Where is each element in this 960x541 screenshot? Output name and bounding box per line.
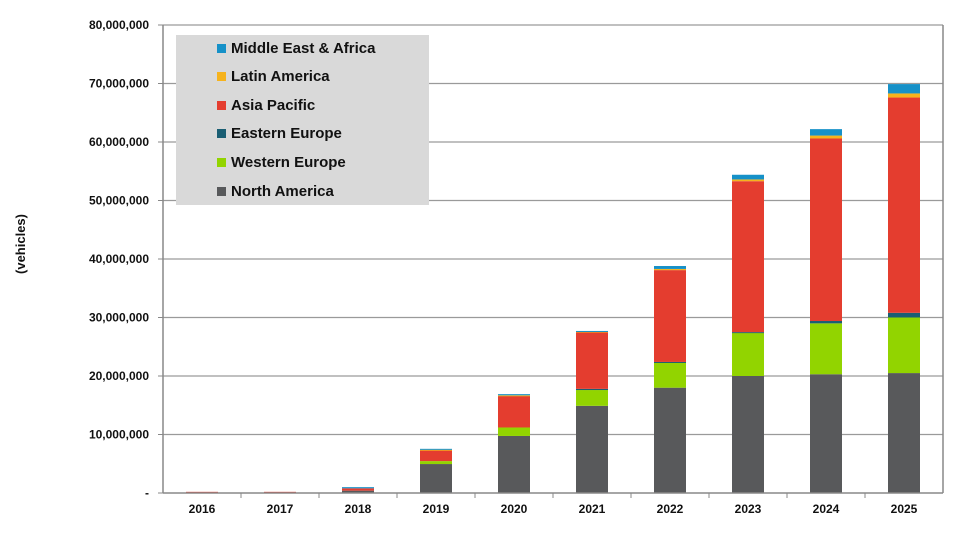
- bar-segment-latin-america-2020: [498, 395, 530, 397]
- bar-segment-asia-pacific-2025: [888, 97, 920, 313]
- x-tick-label: 2022: [657, 502, 684, 516]
- bar-segment-asia-pacific-2023: [732, 181, 764, 333]
- x-tick-label: 2024: [813, 502, 840, 516]
- bar-segment-asia-pacific-2022: [654, 270, 686, 362]
- legend-item: Middle East & Africa: [217, 38, 375, 58]
- legend-item: Asia Pacific: [217, 95, 315, 115]
- y-tick-labels: - 10,000,000 20,000,000 30,000,000 40,000,00…: [89, 18, 149, 500]
- bar-segment-asia-pacific-2020: [498, 395, 530, 428]
- y-tick-label: 60,000,000: [89, 135, 149, 149]
- bar-segment-western-europe-2020: [498, 427, 530, 436]
- bar-segment-eastern-europe-2021: [576, 388, 608, 391]
- legend-label: Western Europe: [231, 153, 346, 171]
- bar-segment-western-europe-2024: [810, 323, 842, 375]
- bar-segment-middle-east-africa-2020: [498, 394, 530, 396]
- bar-segment-asia-pacific-2018: [342, 488, 374, 491]
- y-tick-label: 20,000,000: [89, 369, 149, 383]
- bar-segment-eastern-europe-2022: [654, 361, 686, 363]
- y-tick-label: 10,000,000: [89, 428, 149, 442]
- y-tick-label: 80,000,000: [89, 18, 149, 32]
- bar-segment-north-america-2024: [810, 374, 842, 493]
- bar-segment-asia-pacific-2019: [420, 450, 452, 462]
- bar-segment-middle-east-africa-2022: [654, 266, 686, 269]
- bar-segment-eastern-europe-2023: [732, 332, 764, 334]
- legend: Middle East & Africa Latin America Asia Pa…: [176, 35, 429, 205]
- bar-segment-western-europe-2023: [732, 332, 764, 376]
- bar-segment-western-europe-2025: [888, 317, 920, 374]
- bar-segment-western-europe-2019: [420, 461, 452, 465]
- bar-segment-western-europe-2021: [576, 390, 608, 406]
- bars: [186, 84, 920, 493]
- legend-swatch: [217, 100, 226, 110]
- y-tick-label: 70,000,000: [89, 77, 149, 91]
- legend-item: Latin America: [217, 67, 330, 87]
- x-tick-label: 2023: [735, 502, 762, 516]
- bar-segment-north-america-2018: [342, 490, 374, 493]
- y-axis-label: (vehicles): [13, 214, 28, 274]
- bar-segment-eastern-europe-2025: [888, 312, 920, 318]
- bar-segment-latin-america-2021: [576, 331, 608, 333]
- y-tick-label: 40,000,000: [89, 252, 149, 266]
- bar-segment-north-america-2021: [576, 405, 608, 493]
- x-tick-label: 2025: [891, 502, 918, 516]
- bar-segment-latin-america-2025: [888, 93, 920, 98]
- bar-segment-middle-east-africa-2019: [420, 448, 452, 450]
- x-tick-label: 2021: [579, 502, 606, 516]
- bar-segment-latin-america-2022: [654, 268, 686, 271]
- legend-label: Middle East & Africa: [231, 39, 376, 57]
- x-tick-label: 2017: [267, 502, 294, 516]
- legend-swatch: [217, 43, 226, 53]
- bar-segment-asia-pacific-2024: [810, 138, 842, 322]
- legend-swatch: [217, 129, 226, 139]
- legend-item: Eastern Europe: [217, 124, 342, 144]
- bar-segment-latin-america-2023: [732, 179, 764, 182]
- x-tick-labels: 2016 2017 2018 2019 2020 2021 2022 2023 2024 2025: [189, 502, 918, 516]
- legend-label: Latin America: [231, 68, 330, 86]
- bar-segment-north-america-2023: [732, 376, 764, 493]
- bar-segment-eastern-europe-2024: [810, 321, 842, 324]
- bar-segment-middle-east-africa-2018: [342, 487, 374, 489]
- x-tick-label: 2016: [189, 502, 216, 516]
- legend-label: Eastern Europe: [231, 125, 342, 143]
- bar-segment-north-america-2022: [654, 387, 686, 493]
- bar-segment-middle-east-africa-2023: [732, 174, 764, 180]
- legend-label: North America: [231, 182, 334, 200]
- bar-segment-asia-pacific-2021: [576, 332, 608, 389]
- legend-swatch: [217, 186, 226, 196]
- legend-swatch: [217, 157, 226, 167]
- legend-item: Western Europe: [217, 152, 346, 172]
- legend-item: North America: [217, 181, 334, 201]
- y-tick-label: 30,000,000: [89, 311, 149, 325]
- bar-segment-western-europe-2022: [654, 362, 686, 388]
- x-tick-label: 2018: [345, 502, 372, 516]
- axes: [162, 25, 944, 498]
- y-tick-label: 50,000,000: [89, 194, 149, 208]
- bar-segment-latin-america-2024: [810, 135, 842, 139]
- bar-segment-north-america-2025: [888, 373, 920, 493]
- legend-swatch: [217, 72, 226, 82]
- bar-segment-north-america-2020: [498, 435, 530, 493]
- x-tick-label: 2019: [423, 502, 450, 516]
- bar-segment-north-america-2019: [420, 464, 452, 493]
- x-tick-label: 2020: [501, 502, 528, 516]
- bar-segment-middle-east-africa-2025: [888, 84, 920, 94]
- legend-label: Asia Pacific: [231, 96, 316, 114]
- y-tick-label: -: [145, 486, 149, 500]
- bar-segment-middle-east-africa-2021: [576, 330, 608, 332]
- bar-segment-middle-east-africa-2024: [810, 129, 842, 136]
- bar-segment-latin-america-2019: [420, 449, 452, 451]
